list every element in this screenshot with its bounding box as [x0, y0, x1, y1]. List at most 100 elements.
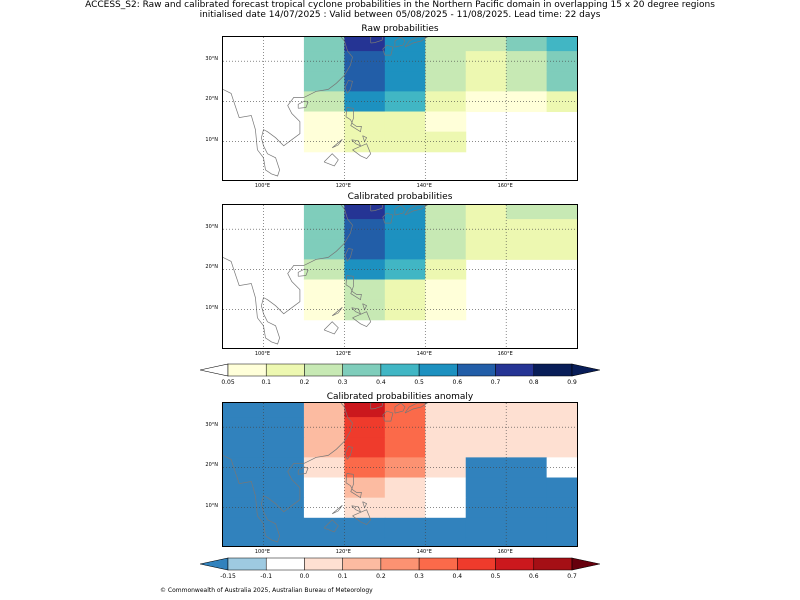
colorbar-extend-high: [571, 363, 600, 377]
heatmap-cell: [303, 537, 345, 546]
heatmap-cell: [425, 205, 467, 220]
colorbar-tick-label: 0.7: [490, 379, 501, 386]
heatmap-cell: [303, 279, 345, 301]
heatmap-cell: [384, 279, 426, 301]
coastline: [223, 37, 353, 177]
lon-tick-label: 160°E: [497, 549, 513, 555]
heatmap-cell: [303, 457, 345, 479]
colorbar-swatch: [533, 557, 573, 571]
heatmap-cell: [506, 477, 548, 499]
lon-tick-label: 140°E: [416, 351, 432, 357]
colorbar-tick-label: 0.3: [337, 379, 348, 386]
heatmap-cell: [465, 37, 507, 52]
lon-tick-label: 100°E: [254, 183, 271, 189]
coastline: [344, 446, 353, 460]
coastline: [344, 248, 353, 262]
heatmap-cell: [506, 37, 548, 52]
heatmap-cell: [303, 131, 345, 153]
coastline: [370, 205, 384, 212]
raw-probabilities-map: [222, 36, 578, 181]
heatmap-cell: [384, 537, 426, 546]
coastline: [297, 466, 309, 475]
heatmap-cell: [384, 71, 426, 92]
colorbar-tick-label: 0.4: [452, 573, 463, 580]
heatmap-cell: [425, 477, 467, 499]
heatmap-cell: [425, 403, 467, 418]
heatmap-cell: [303, 205, 345, 220]
coastline: [362, 303, 368, 311]
heatmap-cell: [465, 403, 507, 418]
heatmap-cell: [344, 239, 386, 260]
heatmap-cell: [344, 71, 386, 92]
heatmap-cell: [303, 299, 345, 321]
heatmap-cell: [465, 71, 507, 92]
heatmap-cell: [546, 497, 577, 519]
heatmap-cell: [303, 37, 345, 52]
lat-tick-label: 30°N: [205, 56, 218, 63]
colorbar-swatch: [227, 363, 267, 377]
heatmap-cell: [465, 437, 507, 458]
heatmap-cell: [546, 51, 577, 72]
coastline: [351, 139, 362, 147]
heatmap-cell: [384, 299, 426, 321]
lat-tick-label: 10°N: [205, 502, 218, 509]
colorbar-swatch: [304, 363, 343, 377]
heatmap-cell: [425, 279, 467, 301]
heatmap-cell: [263, 537, 305, 546]
heatmap-cell: [506, 437, 548, 458]
colorbar-tick-label: 0.1: [261, 379, 271, 386]
colorbar-swatch: [380, 557, 420, 571]
heatmap-cell: [384, 205, 426, 220]
heatmap-cell: [384, 457, 426, 479]
copyright-footer: © Commonwealth of Australia 2025, Austra…: [160, 587, 373, 594]
heatmap-cell: [465, 537, 507, 546]
heatmap-cell: [384, 403, 426, 418]
heatmap-cell: [546, 537, 577, 546]
colorbar-tick-label: 0.8: [528, 379, 539, 386]
coastline: [382, 44, 394, 56]
figure-title: ACCESS_S2: Raw and calibrated forecast t…: [85, 0, 715, 10]
coastline: [297, 100, 309, 109]
coastline: [404, 37, 428, 48]
colorbar-tick-label: 0.0: [299, 573, 310, 580]
colorbar-tick-label: 0.5: [414, 379, 424, 386]
lon-tick-label: 140°E: [416, 549, 432, 555]
heatmap-cell: [546, 417, 577, 438]
lat-tick-label: 30°N: [205, 422, 218, 429]
colorbar-swatch: [342, 557, 382, 571]
panel-title-raw: Raw probabilities: [361, 24, 439, 34]
heatmap-cell: [384, 111, 426, 133]
heatmap-cell: [303, 497, 345, 519]
figure-subtitle: initialised date 14/07/2025 : Valid betw…: [199, 10, 601, 20]
heatmap-cell: [546, 71, 577, 92]
heatmap-cell: [344, 477, 386, 499]
heatmap-cell: [506, 517, 548, 539]
anomaly-map: [222, 402, 578, 547]
colorbar-swatch: [227, 557, 267, 571]
heatmap-cell: [223, 477, 264, 499]
lon-tick-label: 120°E: [335, 351, 351, 357]
coastline: [351, 505, 362, 513]
colorbar-tick-label: 0.2: [299, 379, 310, 386]
heatmap-cell: [303, 219, 345, 240]
lat-tick-label: 10°N: [205, 136, 218, 143]
heatmap-cell: [384, 239, 426, 260]
lat-tick-label: 10°N: [205, 304, 218, 311]
colorbar-tick-label: 0.7: [567, 573, 577, 580]
colorbar-tick-label: -0.15: [220, 573, 236, 580]
lon-tick-label: 140°E: [416, 183, 432, 189]
lon-tick-label: 160°E: [497, 183, 513, 189]
colorbar-swatch: [418, 363, 458, 377]
heatmap-svg: [223, 37, 577, 180]
heatmap-cell: [303, 91, 345, 113]
heatmap-cell: [263, 437, 305, 458]
heatmap-cell: [344, 205, 386, 220]
colorbar-tick-label: 0.6: [528, 573, 539, 580]
colorbar-tick-label: 0.2: [376, 573, 386, 580]
coastline: [404, 205, 428, 216]
coastline: [223, 403, 353, 543]
lon-tick-label: 160°E: [497, 351, 513, 357]
heatmap-cell: [465, 219, 507, 240]
lat-tick-label: 20°N: [205, 264, 218, 271]
heatmap-cell: [384, 51, 426, 72]
